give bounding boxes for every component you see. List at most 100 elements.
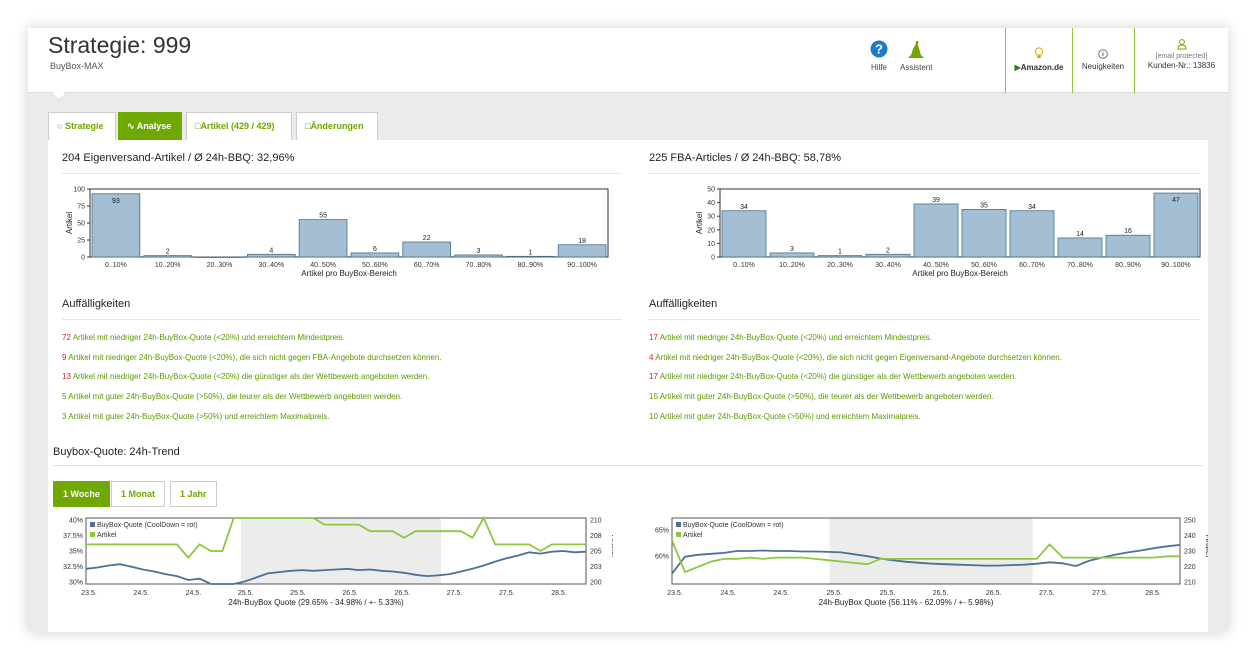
x-tick-label: 25.5. [880, 590, 896, 597]
finding-count: 17 [649, 333, 658, 342]
data-label: 3 [790, 246, 794, 253]
bar [1153, 192, 1199, 258]
help-button[interactable]: ? Hilfe [870, 40, 888, 72]
finding-count: 72 [62, 333, 71, 342]
finding-text: Artikel mit niedriger 24h-BuyBox-Quote (… [657, 372, 1017, 382]
tab-strategie[interactable]: ○ Strategie [48, 112, 116, 140]
amazon-link[interactable]: ▶Amazon.de [1006, 28, 1072, 93]
x-tick-label: 90..100% [1161, 262, 1191, 269]
plot-frame [89, 188, 609, 258]
finding-count: 9 [62, 352, 67, 362]
finding-item[interactable]: 10 Artikel mit guter 24h-BuyBox-Quote (>… [649, 412, 1062, 432]
header-divider [1072, 28, 1073, 93]
bar [721, 210, 767, 258]
legend-label: BuyBox-Quote (CoolDown = rot) [97, 522, 198, 529]
legend-label: BuyBox-Quote (CoolDown = rot) [683, 522, 784, 529]
page-header: Strategie: 999 BuyBox-MAX ? Hilfe Assist… [28, 28, 1228, 93]
x-axis-label: 24h-BuyBox Quote (56.11% - 62.09% / +- 5… [819, 598, 994, 607]
y-tick-label: 75 [77, 204, 85, 211]
finding-item[interactable]: 9 Artikel mit niedriger 24h-BuyBox-Quote… [62, 353, 442, 373]
data-label: 34 [740, 204, 748, 211]
account-menu[interactable]: [email protected] Kunden-Nr.: 13836 [1135, 28, 1228, 93]
range-1-year[interactable]: 1 Jahr [170, 481, 217, 507]
legend-swatch [90, 522, 95, 527]
finding-item[interactable]: 17 Artikel mit niedriger 24h-BuyBox-Quot… [649, 372, 1062, 392]
finding-count: 10 [649, 411, 658, 421]
x-tick-label: 28.5. [551, 590, 567, 597]
x-tick-label: 40..50% [310, 262, 336, 269]
data-label: 47 [1172, 197, 1180, 204]
x-tick-label: 25.5. [238, 590, 254, 597]
y2-tick-label: 210 [590, 518, 602, 525]
help-icon: ? [870, 40, 888, 58]
user-icon [1176, 39, 1187, 50]
tab-analyse[interactable]: ∿ Analyse [118, 112, 182, 140]
data-label: 22 [423, 235, 431, 242]
finding-item[interactable]: 4 Artikel mit niedriger 24h-BuyBox-Quote… [649, 353, 1062, 373]
series-line [86, 516, 586, 559]
plot-frame [671, 517, 1181, 585]
divider [62, 319, 622, 320]
assistant-button[interactable]: Assistent [900, 40, 932, 72]
bar [195, 256, 244, 258]
page-subtitle: BuyBox-MAX [50, 61, 104, 71]
bar [1009, 210, 1055, 258]
x-axis-label: 24h-BuyBox Quote (29.65% - 34.98% / +- 5… [228, 598, 404, 607]
left-trend-chart: 40% 37.5% 35% 32.5% 30% 210 208 205 203 200 Artike… [63, 516, 613, 607]
y-tick-label: 60% [655, 554, 669, 561]
bar [1057, 237, 1103, 258]
finding-text: Artikel mit niedriger 24h-BuyBox-Quote (… [653, 352, 1062, 362]
bar [298, 219, 348, 258]
x-tick-label: 24.5. [773, 590, 789, 597]
x-tick-label: 26.5. [933, 590, 949, 597]
legend-label: Artikel [97, 532, 117, 539]
finding-item[interactable]: 15 Artikel mit guter 24h-BuyBox-Quote (>… [649, 392, 1062, 412]
finding-item[interactable]: 72 Artikel mit niedriger 24h-BuyBox-Quot… [62, 333, 442, 353]
finding-item[interactable]: 3 Artikel mit guter 24h-BuyBox-Quote (>5… [62, 412, 442, 432]
data-label: 16 [1124, 228, 1132, 235]
x-tick-label: 27.5. [1039, 590, 1055, 597]
x-tick-label: 70..80% [1067, 262, 1093, 269]
x-tick-label: 26.5. [395, 590, 411, 597]
y-tick-label: 50 [707, 187, 715, 194]
news-link[interactable]: Neuigkeiten [1073, 28, 1133, 93]
finding-item[interactable]: 13 Artikel mit niedriger 24h-BuyBox-Quot… [62, 372, 442, 392]
data-label: 34 [1028, 204, 1036, 211]
range-1-week[interactable]: 1 Woche [53, 481, 110, 507]
tab-artikel[interactable]: □Artikel (429 / 429) [186, 112, 292, 140]
left-bar-chart: 0 25 50 75 100 93 0..10% 2 10..20% 20..30% 4 30..40… [65, 187, 609, 278]
finding-text: Artikel mit guter 24h-BuyBox-Quote (>50%… [66, 411, 330, 421]
x-tick-label: 28.5. [1145, 590, 1161, 597]
data-label: 6 [373, 246, 377, 253]
y2-tick-label: 210 [1184, 580, 1196, 587]
series-line [671, 540, 1180, 574]
bar [961, 209, 1007, 258]
right-findings-title: Auffälligkeiten [649, 298, 718, 310]
x-tick-label: 25.5. [827, 590, 843, 597]
data-label: 14 [1076, 231, 1084, 238]
tab-label: Änderungen [310, 121, 364, 131]
y-tick-label: 20 [707, 227, 715, 234]
bar [246, 253, 296, 258]
x-tick-label: 50..60% [971, 262, 997, 269]
y-tick-label: 100 [73, 187, 85, 194]
y-tick-label: 0 [81, 255, 85, 262]
divider [62, 173, 622, 174]
y2-tick-label: 205 [590, 549, 602, 556]
range-1-month[interactable]: 1 Monat [111, 481, 166, 507]
tab-aenderungen[interactable]: □Änderungen [296, 112, 378, 140]
x-tick-label: 0..10% [733, 262, 755, 269]
left-section-title: 204 Eigenversand-Artikel / Ø 24h-BBQ: 32… [62, 152, 295, 164]
x-tick-label: 60..70% [414, 262, 440, 269]
series-line [85, 550, 587, 585]
y-tick-label: 65% [655, 528, 669, 535]
customer-email: [email protected] [1155, 53, 1208, 60]
finding-item[interactable]: 17 Artikel mit niedriger 24h-BuyBox-Quot… [649, 333, 1062, 353]
trend-title: Buybox-Quote: 24h-Trend [53, 446, 180, 458]
data-label: 39 [932, 197, 940, 204]
finding-item[interactable]: 5 Artikel mit guter 24h-BuyBox-Quote (>5… [62, 392, 442, 412]
y-tick-label: 25 [77, 238, 85, 245]
amazon-label: Amazon.de [1020, 63, 1064, 72]
header-divider [1134, 28, 1135, 93]
series-line [671, 544, 1181, 575]
